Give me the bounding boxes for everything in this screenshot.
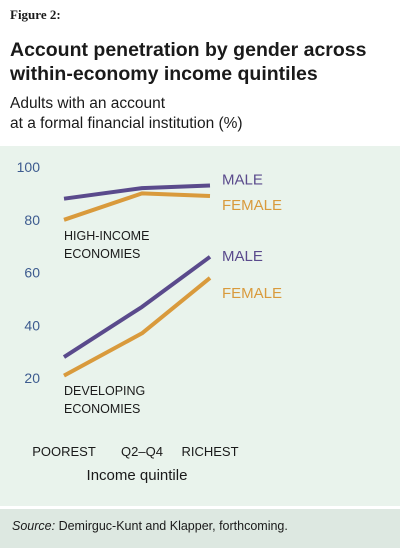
series-line-0-female bbox=[63, 191, 211, 222]
x-tick-label-1: Q2–Q4 bbox=[121, 444, 163, 459]
series-line-1-male bbox=[62, 255, 212, 359]
chart-subtitle: Adults with an account at a formal finan… bbox=[10, 94, 395, 134]
series-line-1-female bbox=[63, 276, 212, 378]
group-label-1-line-1: ECONOMIES bbox=[64, 402, 140, 416]
group-label-1-line-0: DEVELOPING bbox=[64, 384, 145, 398]
y-tick-label-60: 60 bbox=[24, 265, 40, 281]
x-tick-label-2: RICHEST bbox=[181, 444, 238, 459]
y-tick-label-100: 100 bbox=[17, 159, 41, 175]
chart-title-line-2: within-economy income quintiles bbox=[10, 63, 318, 85]
chart-panel: 20 40 60 80 100 POOREST Q2–Q4 RICHEST Income qui… bbox=[0, 146, 400, 506]
chart-subtitle-line-1: Adults with an account bbox=[10, 95, 166, 112]
y-tick-label-20: 20 bbox=[24, 370, 40, 386]
source-panel: Source: Demirguc-Kunt and Klapper, forth… bbox=[0, 506, 400, 548]
series-line-0-male bbox=[63, 183, 211, 201]
group-label-0-line-1: ECONOMIES bbox=[64, 247, 140, 261]
x-axis-title: Income quintile bbox=[87, 467, 188, 484]
group-label-0-line-0: HIGH-INCOME bbox=[64, 229, 149, 243]
source-label: Source: bbox=[12, 519, 56, 533]
chart-title-line-1: Account penetration by gender across bbox=[10, 39, 367, 61]
figure-label: Figure 2: bbox=[10, 7, 61, 22]
series-label-0-male: MALE bbox=[222, 171, 263, 188]
y-tick-label-80: 80 bbox=[24, 212, 40, 228]
chart-title: Account penetration by gender across wit… bbox=[10, 38, 395, 86]
x-tick-label-0: POOREST bbox=[32, 444, 96, 459]
y-tick-label-40: 40 bbox=[24, 317, 40, 333]
source-note: Source: Demirguc-Kunt and Klapper, forth… bbox=[12, 519, 288, 533]
series-label-0-female: FEMALE bbox=[222, 197, 282, 214]
source-text: Demirguc-Kunt and Klapper, forthcoming. bbox=[55, 519, 288, 533]
chart-subtitle-line-2: at a formal financial institution (%) bbox=[10, 115, 243, 132]
series-label-1-male: MALE bbox=[222, 248, 263, 265]
series-label-1-female: FEMALE bbox=[222, 285, 282, 302]
line-chart: 20 40 60 80 100 POOREST Q2–Q4 RICHEST Income qui… bbox=[17, 159, 282, 484]
